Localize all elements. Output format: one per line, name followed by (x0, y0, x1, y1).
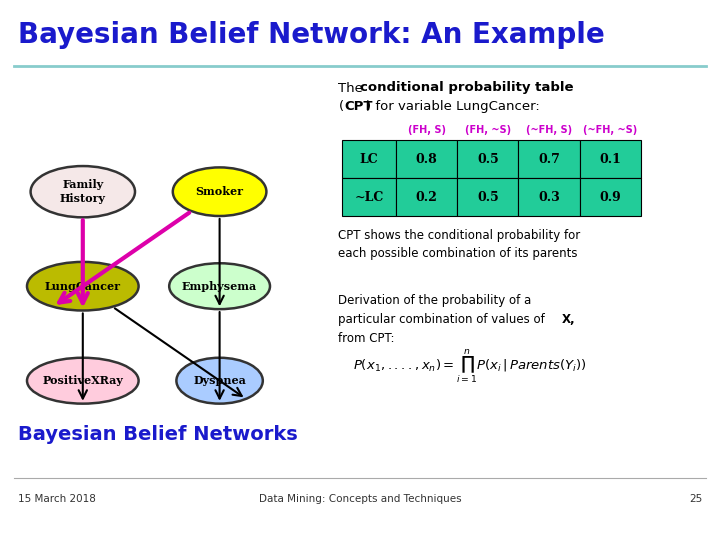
Text: (: ( (338, 100, 343, 113)
Text: Derivation of the probability of a: Derivation of the probability of a (338, 294, 531, 307)
Bar (457, 178, 518, 216)
Text: CPT: CPT (344, 100, 373, 113)
Text: Bayesian Belief Networks: Bayesian Belief Networks (18, 425, 298, 444)
Text: (FH, S): (FH, S) (408, 125, 446, 135)
Text: 0.1: 0.1 (599, 153, 621, 166)
Text: ) for variable LungCancer:: ) for variable LungCancer: (366, 100, 539, 113)
Text: CPT shows the conditional probability for
each possible combination of its paren: CPT shows the conditional probability fo… (338, 230, 580, 260)
Text: Emphysema: Emphysema (182, 281, 257, 292)
Text: Bayesian Belief Network: An Example: Bayesian Belief Network: An Example (18, 21, 605, 49)
Text: PositiveXRay: PositiveXRay (42, 375, 123, 386)
Text: The: The (338, 82, 367, 94)
Text: 25: 25 (689, 495, 702, 504)
Text: (~FH, ~S): (~FH, ~S) (583, 125, 637, 135)
Bar (342, 178, 396, 216)
Text: from CPT:: from CPT: (338, 332, 395, 345)
Ellipse shape (27, 262, 139, 310)
Text: 0.8: 0.8 (415, 153, 438, 166)
Bar (580, 140, 641, 178)
Text: X,: X, (562, 313, 575, 326)
Text: $P(x_1,....,x_n) = \prod_{i=1}^{n} P(x_i\,|\,Parents(Y_i))$: $P(x_1,....,x_n) = \prod_{i=1}^{n} P(x_i… (353, 348, 586, 386)
Ellipse shape (176, 357, 263, 404)
Text: 0.5: 0.5 (477, 191, 499, 204)
Text: 0.3: 0.3 (538, 191, 560, 204)
Text: (FH, ~S): (FH, ~S) (464, 125, 511, 135)
Text: conditional probability table: conditional probability table (360, 82, 574, 94)
Text: particular combination of values of: particular combination of values of (338, 313, 549, 326)
Text: 15 March 2018: 15 March 2018 (18, 495, 96, 504)
Text: (~FH, S): (~FH, S) (526, 125, 572, 135)
Ellipse shape (27, 357, 139, 404)
Text: LungCancer: LungCancer (45, 281, 121, 292)
Text: 0.2: 0.2 (415, 191, 438, 204)
Bar (396, 140, 457, 178)
Text: Dyspnea: Dyspnea (193, 375, 246, 386)
Text: Smoker: Smoker (196, 186, 243, 197)
Bar (342, 140, 396, 178)
Bar (457, 140, 518, 178)
Bar (518, 140, 580, 178)
Text: 0.7: 0.7 (538, 153, 560, 166)
Text: Data Mining: Concepts and Techniques: Data Mining: Concepts and Techniques (258, 495, 462, 504)
Text: 0.5: 0.5 (477, 153, 499, 166)
Text: LC: LC (359, 153, 379, 166)
Text: 0.9: 0.9 (599, 191, 621, 204)
Bar (396, 178, 457, 216)
Ellipse shape (169, 263, 270, 309)
Ellipse shape (173, 167, 266, 216)
Text: ~LC: ~LC (354, 191, 384, 204)
Ellipse shape (30, 166, 135, 217)
Text: Family
History: Family History (60, 179, 106, 204)
Bar (518, 178, 580, 216)
Bar (580, 178, 641, 216)
